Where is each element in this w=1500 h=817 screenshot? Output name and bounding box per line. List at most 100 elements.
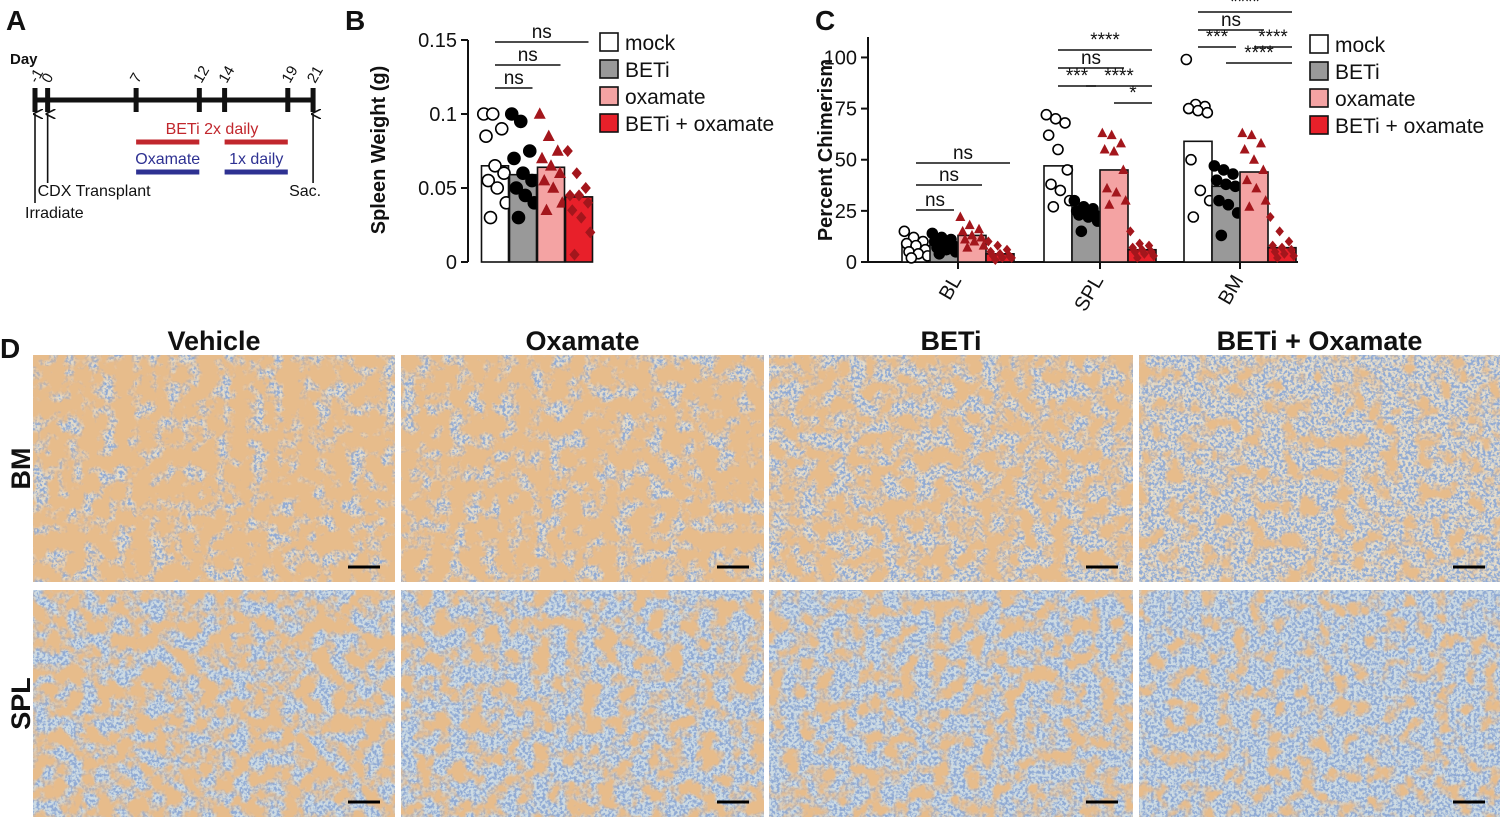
data-point xyxy=(1229,180,1242,193)
legend-label: oxamate xyxy=(1335,88,1416,111)
data-point xyxy=(551,144,564,156)
data-point xyxy=(1182,102,1195,115)
data-point xyxy=(585,226,596,239)
data-point xyxy=(1097,127,1108,138)
y-tick-label: 75 xyxy=(835,99,857,121)
data-point xyxy=(898,225,911,238)
legend-swatch xyxy=(599,59,619,79)
significance-label: ns xyxy=(532,22,552,43)
data-point xyxy=(540,203,553,215)
data-point xyxy=(978,240,989,250)
data-point xyxy=(538,174,551,186)
significance-label: **** xyxy=(1258,27,1288,48)
legend-swatch xyxy=(599,86,619,106)
data-point xyxy=(1208,160,1221,172)
micrograph-stain xyxy=(769,590,1133,817)
data-point xyxy=(1280,248,1289,259)
data-point xyxy=(1237,127,1248,138)
data-point xyxy=(511,210,526,225)
data-point xyxy=(1059,117,1071,129)
significance-label: ns xyxy=(953,143,973,164)
significance-label: *** xyxy=(1206,27,1229,48)
event-label: CDX Transplant xyxy=(38,183,151,200)
data-point xyxy=(1099,144,1110,154)
data-point xyxy=(1068,194,1081,207)
data-point xyxy=(567,204,578,217)
data-point xyxy=(1220,178,1232,191)
data-point xyxy=(1213,194,1225,207)
data-point xyxy=(536,151,548,164)
data-point xyxy=(1130,246,1140,257)
data-point xyxy=(516,166,530,180)
data-point xyxy=(1180,53,1193,66)
data-point xyxy=(1106,129,1117,140)
data-point xyxy=(1040,108,1053,121)
data-point xyxy=(483,210,498,225)
data-point xyxy=(1222,198,1235,211)
panel-label: B xyxy=(345,5,365,36)
data-point xyxy=(1246,129,1257,140)
data-point xyxy=(1042,129,1055,141)
micrograph-stain xyxy=(401,590,764,817)
data-point xyxy=(1047,200,1060,213)
column-label: Vehicle xyxy=(167,326,260,356)
significance-label: ns xyxy=(925,190,945,211)
data-point xyxy=(509,181,524,195)
data-point xyxy=(497,166,511,180)
data-point xyxy=(564,189,576,202)
data-point xyxy=(525,173,539,188)
data-point xyxy=(576,211,587,224)
panel-label: A xyxy=(6,5,26,36)
legend-label: mock xyxy=(1335,34,1386,57)
data-point xyxy=(1210,174,1223,186)
data-point xyxy=(1192,104,1204,117)
y-tick-label: 0 xyxy=(846,252,857,274)
data-point xyxy=(485,107,500,121)
bar xyxy=(1099,169,1129,263)
data-point xyxy=(533,107,546,119)
data-point xyxy=(573,189,585,202)
legend-swatch xyxy=(1309,61,1329,81)
legend-swatch xyxy=(1309,88,1329,108)
data-point xyxy=(1111,186,1122,197)
data-point xyxy=(964,219,975,230)
panel-label: D xyxy=(0,333,20,364)
micrograph-stain xyxy=(1139,590,1500,817)
data-point xyxy=(580,182,591,194)
axis-label: Day xyxy=(10,51,38,68)
legend-label: oxamate xyxy=(625,86,706,109)
data-point xyxy=(1140,248,1149,259)
data-point xyxy=(507,151,521,166)
data-point xyxy=(933,248,946,260)
significance-label: ns xyxy=(1081,48,1101,69)
data-point xyxy=(1102,182,1112,193)
data-point xyxy=(991,254,1000,265)
significance-label: *** xyxy=(1066,66,1089,87)
data-point xyxy=(1227,168,1239,180)
y-tick-label: 50 xyxy=(835,150,857,172)
significance-label: **** xyxy=(1090,30,1120,51)
data-point xyxy=(545,159,557,171)
data-point xyxy=(1104,199,1115,209)
data-point xyxy=(547,181,560,193)
treatment-label: 1x daily xyxy=(229,151,283,168)
data-point xyxy=(481,173,496,188)
micrograph-stain xyxy=(1139,355,1500,582)
data-point xyxy=(1147,246,1156,257)
data-point xyxy=(522,144,537,158)
data-point xyxy=(1049,113,1062,125)
data-point xyxy=(504,107,519,121)
data-point xyxy=(1270,246,1280,257)
data-point xyxy=(1215,229,1228,242)
y-axis-label: Percent Chimerism xyxy=(815,59,837,241)
data-point xyxy=(1120,195,1131,205)
data-point xyxy=(905,252,918,264)
data-point xyxy=(1284,236,1294,247)
micrograph-stain xyxy=(769,355,1133,582)
data-point xyxy=(569,248,580,261)
data-point xyxy=(494,122,509,136)
data-point xyxy=(1133,252,1142,263)
data-point xyxy=(1273,252,1282,263)
data-point xyxy=(969,236,980,246)
column-label: BETi xyxy=(920,326,981,356)
